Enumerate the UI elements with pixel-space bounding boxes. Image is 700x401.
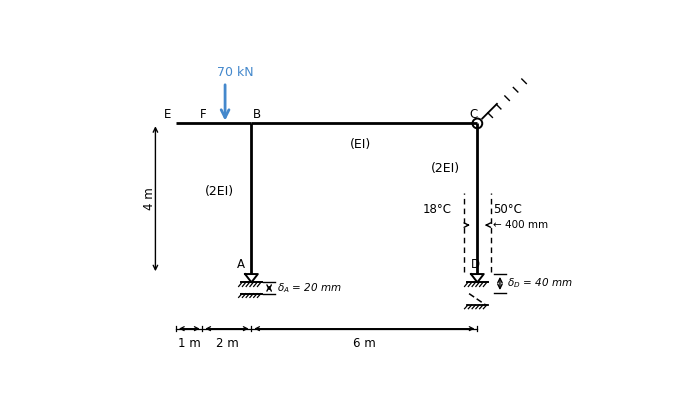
Text: $\delta_A$ = 20 mm: $\delta_A$ = 20 mm bbox=[277, 281, 342, 295]
Text: 18°C: 18°C bbox=[423, 203, 452, 216]
Text: 2 m: 2 m bbox=[216, 337, 238, 350]
Text: (EI): (EI) bbox=[350, 138, 371, 152]
Text: 50°C: 50°C bbox=[494, 203, 522, 216]
Text: A: A bbox=[237, 258, 245, 271]
Text: 70 kN: 70 kN bbox=[217, 66, 253, 79]
Text: 6 m: 6 m bbox=[353, 337, 376, 350]
Text: (2EI): (2EI) bbox=[205, 185, 235, 198]
Text: E: E bbox=[164, 108, 172, 121]
Text: 4 m: 4 m bbox=[143, 187, 155, 210]
Text: C: C bbox=[469, 108, 477, 121]
Text: $\delta_D$ = 40 mm: $\delta_D$ = 40 mm bbox=[508, 277, 573, 290]
Text: D: D bbox=[470, 258, 480, 271]
Text: 1 m: 1 m bbox=[178, 337, 201, 350]
Text: F: F bbox=[199, 108, 206, 121]
Text: ← 400 mm: ← 400 mm bbox=[494, 220, 548, 230]
Text: (2EI): (2EI) bbox=[431, 162, 461, 175]
Text: B: B bbox=[253, 108, 261, 121]
